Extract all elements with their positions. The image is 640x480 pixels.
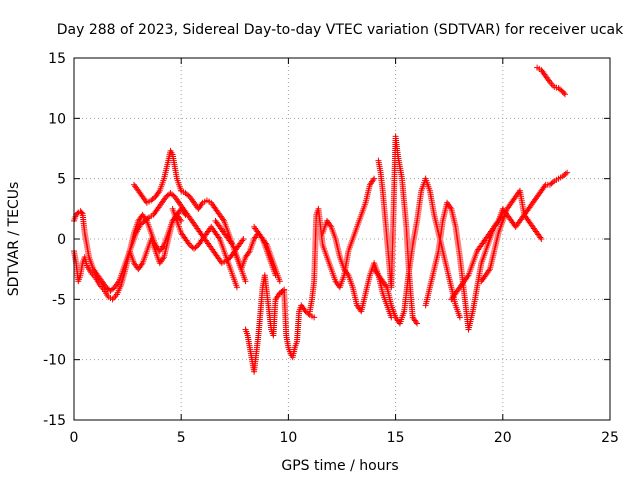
- data-point: [549, 179, 556, 186]
- chart-title: Day 288 of 2023, Sidereal Day-to-day VTE…: [57, 22, 624, 38]
- series-track-i: [251, 223, 283, 285]
- data-point: [564, 169, 571, 176]
- series-track-d: [131, 147, 185, 206]
- data-point: [560, 89, 567, 96]
- series-track-r: [534, 64, 568, 98]
- x-tick-label: 5: [177, 430, 186, 446]
- y-tick-label: 15: [48, 51, 66, 67]
- series-track-k: [306, 175, 378, 315]
- y-tick-label: -10: [43, 353, 66, 369]
- series-track-q: [478, 187, 545, 285]
- data-marks: [71, 64, 571, 375]
- data-point: [74, 210, 81, 217]
- x-tick-label: 0: [70, 430, 79, 446]
- data-point: [311, 314, 318, 321]
- x-tick-label: 20: [494, 430, 512, 446]
- x-axis-label: GPS time / hours: [281, 458, 398, 474]
- data-point: [185, 192, 192, 199]
- y-tick-label: -5: [52, 292, 66, 308]
- series-track-h: [242, 272, 288, 375]
- y-tick-label: 10: [48, 111, 66, 127]
- series-track-p: [448, 169, 571, 303]
- axis-ticks: 0 5 10 15 20 25 -15 -10 -5 0 5 10 15: [43, 51, 619, 446]
- data-point: [170, 192, 177, 199]
- data-point: [242, 278, 249, 285]
- x-tick-label: 15: [387, 430, 405, 446]
- y-tick-label: -15: [43, 413, 66, 429]
- x-tick-label: 10: [279, 430, 297, 446]
- series-track-n: [371, 175, 463, 327]
- series-track-j: [276, 287, 318, 361]
- data-point: [538, 236, 545, 242]
- data-point: [182, 211, 189, 218]
- series-track-e: [178, 187, 249, 285]
- series-track-c: [126, 205, 189, 273]
- y-tick-label: 0: [57, 232, 66, 248]
- y-tick-label: 5: [57, 172, 66, 188]
- data-point: [414, 320, 421, 327]
- data-point: [233, 284, 240, 291]
- data-point: [561, 91, 568, 98]
- data-point: [193, 243, 200, 250]
- data-point: [240, 236, 247, 242]
- data-point: [562, 170, 569, 177]
- data-point: [110, 285, 117, 292]
- data-point: [151, 194, 158, 201]
- x-tick-label: 25: [601, 430, 619, 446]
- data-point: [371, 175, 378, 182]
- data-point: [456, 314, 463, 321]
- data-point: [78, 209, 85, 216]
- y-axis-label: SDTVAR / TECUs: [6, 182, 22, 297]
- data-point: [276, 278, 283, 285]
- series-track-f: [169, 205, 240, 291]
